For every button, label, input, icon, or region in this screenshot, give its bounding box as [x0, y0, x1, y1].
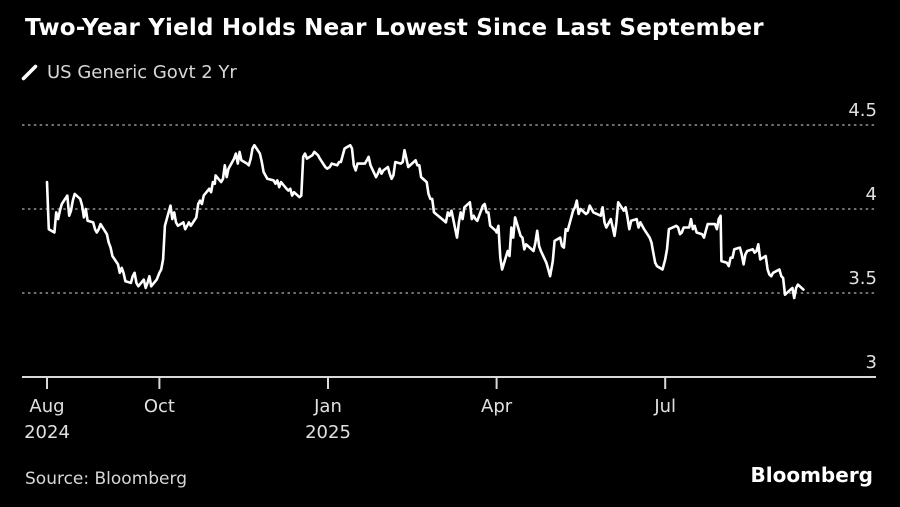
y-axis-label: 4 — [866, 184, 877, 205]
series-line — [45, 143, 805, 300]
legend: US Generic Govt 2 Yr — [21, 62, 237, 83]
line-series-icon — [21, 64, 38, 81]
bloomberg-logo: Bloomberg — [750, 463, 873, 487]
x-axis-label: Apr — [481, 396, 513, 417]
chart-title: Two-Year Yield Holds Near Lowest Since L… — [25, 15, 764, 41]
y-axis-label: 4.5 — [848, 100, 877, 121]
x-axis-label: Jul — [653, 396, 676, 417]
source-note: Source: Bloomberg — [25, 469, 187, 489]
x-axis-label: Jan — [313, 396, 342, 417]
x-axis-label: Aug — [29, 396, 64, 417]
legend-series-label: US Generic Govt 2 Yr — [47, 62, 237, 83]
x-axis-label: Oct — [144, 396, 175, 417]
y-axis-label: 3.5 — [848, 268, 877, 289]
x-axis-year-label: 2024 — [24, 422, 70, 443]
x-axis-year-label: 2025 — [305, 422, 351, 443]
y-axis-label: 3 — [866, 352, 877, 373]
